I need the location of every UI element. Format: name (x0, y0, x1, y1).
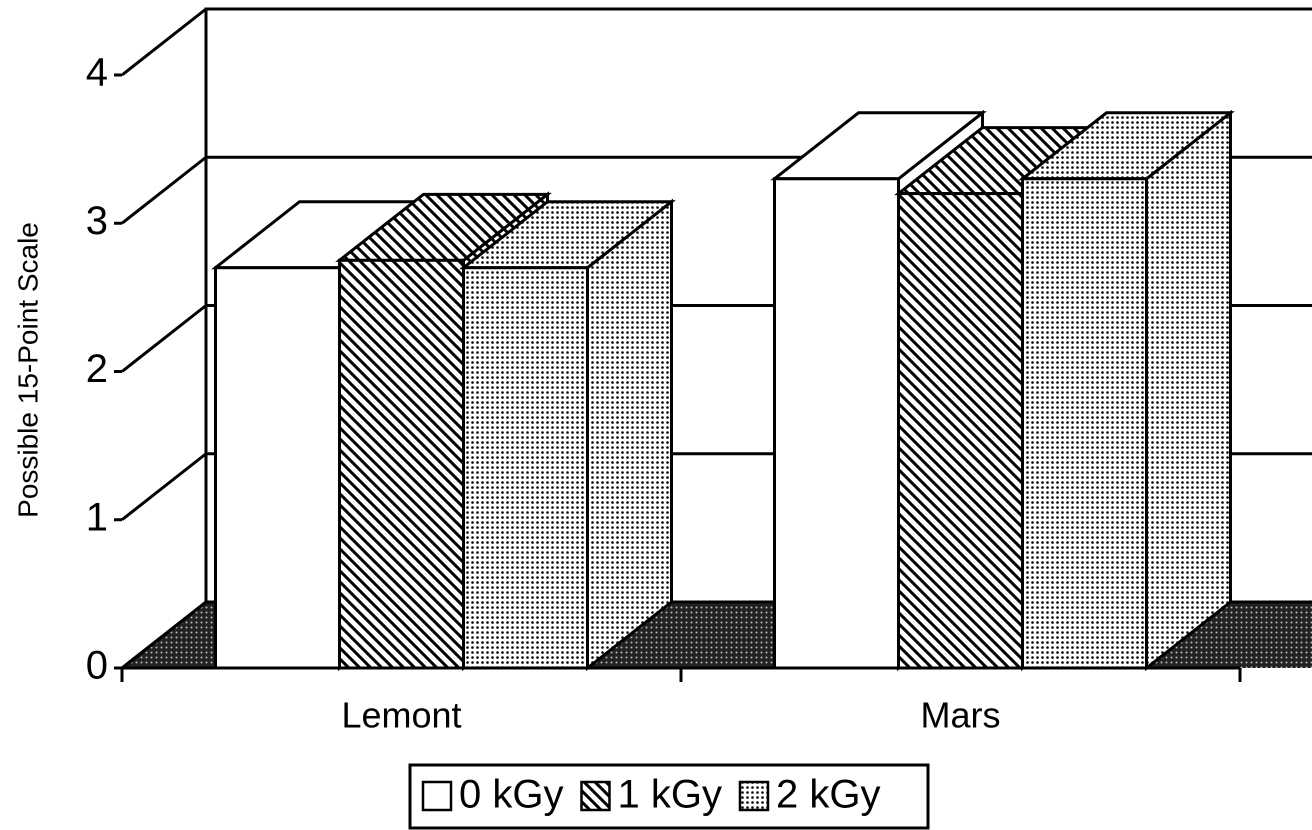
bar (338, 258, 465, 670)
legend-label: 2 kGy (776, 773, 880, 817)
bar (462, 266, 589, 670)
bar-side (1145, 109, 1232, 672)
y-tick-label: 2 (86, 347, 108, 391)
x-tick-label: Mars (921, 695, 1001, 736)
legend: 0 kGy 1 kGy 2 kGy (421, 773, 880, 817)
bar (1021, 177, 1148, 670)
legend-label: 1 kGy (617, 773, 721, 817)
legend-box (408, 763, 930, 830)
side-grid-line (121, 600, 207, 670)
legend-swatch (738, 780, 770, 812)
side-grid-line (121, 7, 207, 77)
bar (214, 266, 341, 670)
legend-label: 0 kGy (459, 773, 563, 817)
bar-side (586, 198, 673, 672)
y-tick-label: 0 (86, 644, 108, 688)
y-axis-title: Possible 15-Point Scale (12, 222, 43, 518)
legend-swatch (580, 780, 611, 812)
side-grid-line (121, 452, 207, 521)
legend-swatch (421, 780, 453, 812)
y-tick-label: 3 (86, 199, 108, 243)
side-grid-line (121, 156, 207, 225)
bar (773, 177, 900, 670)
side-grid-line (121, 304, 207, 373)
bars (211, 109, 1235, 672)
y-tick-label: 1 (86, 495, 108, 539)
bar (897, 192, 1024, 670)
x-tick-label: Lemont (341, 695, 461, 736)
y-tick-label: 4 (86, 51, 108, 95)
